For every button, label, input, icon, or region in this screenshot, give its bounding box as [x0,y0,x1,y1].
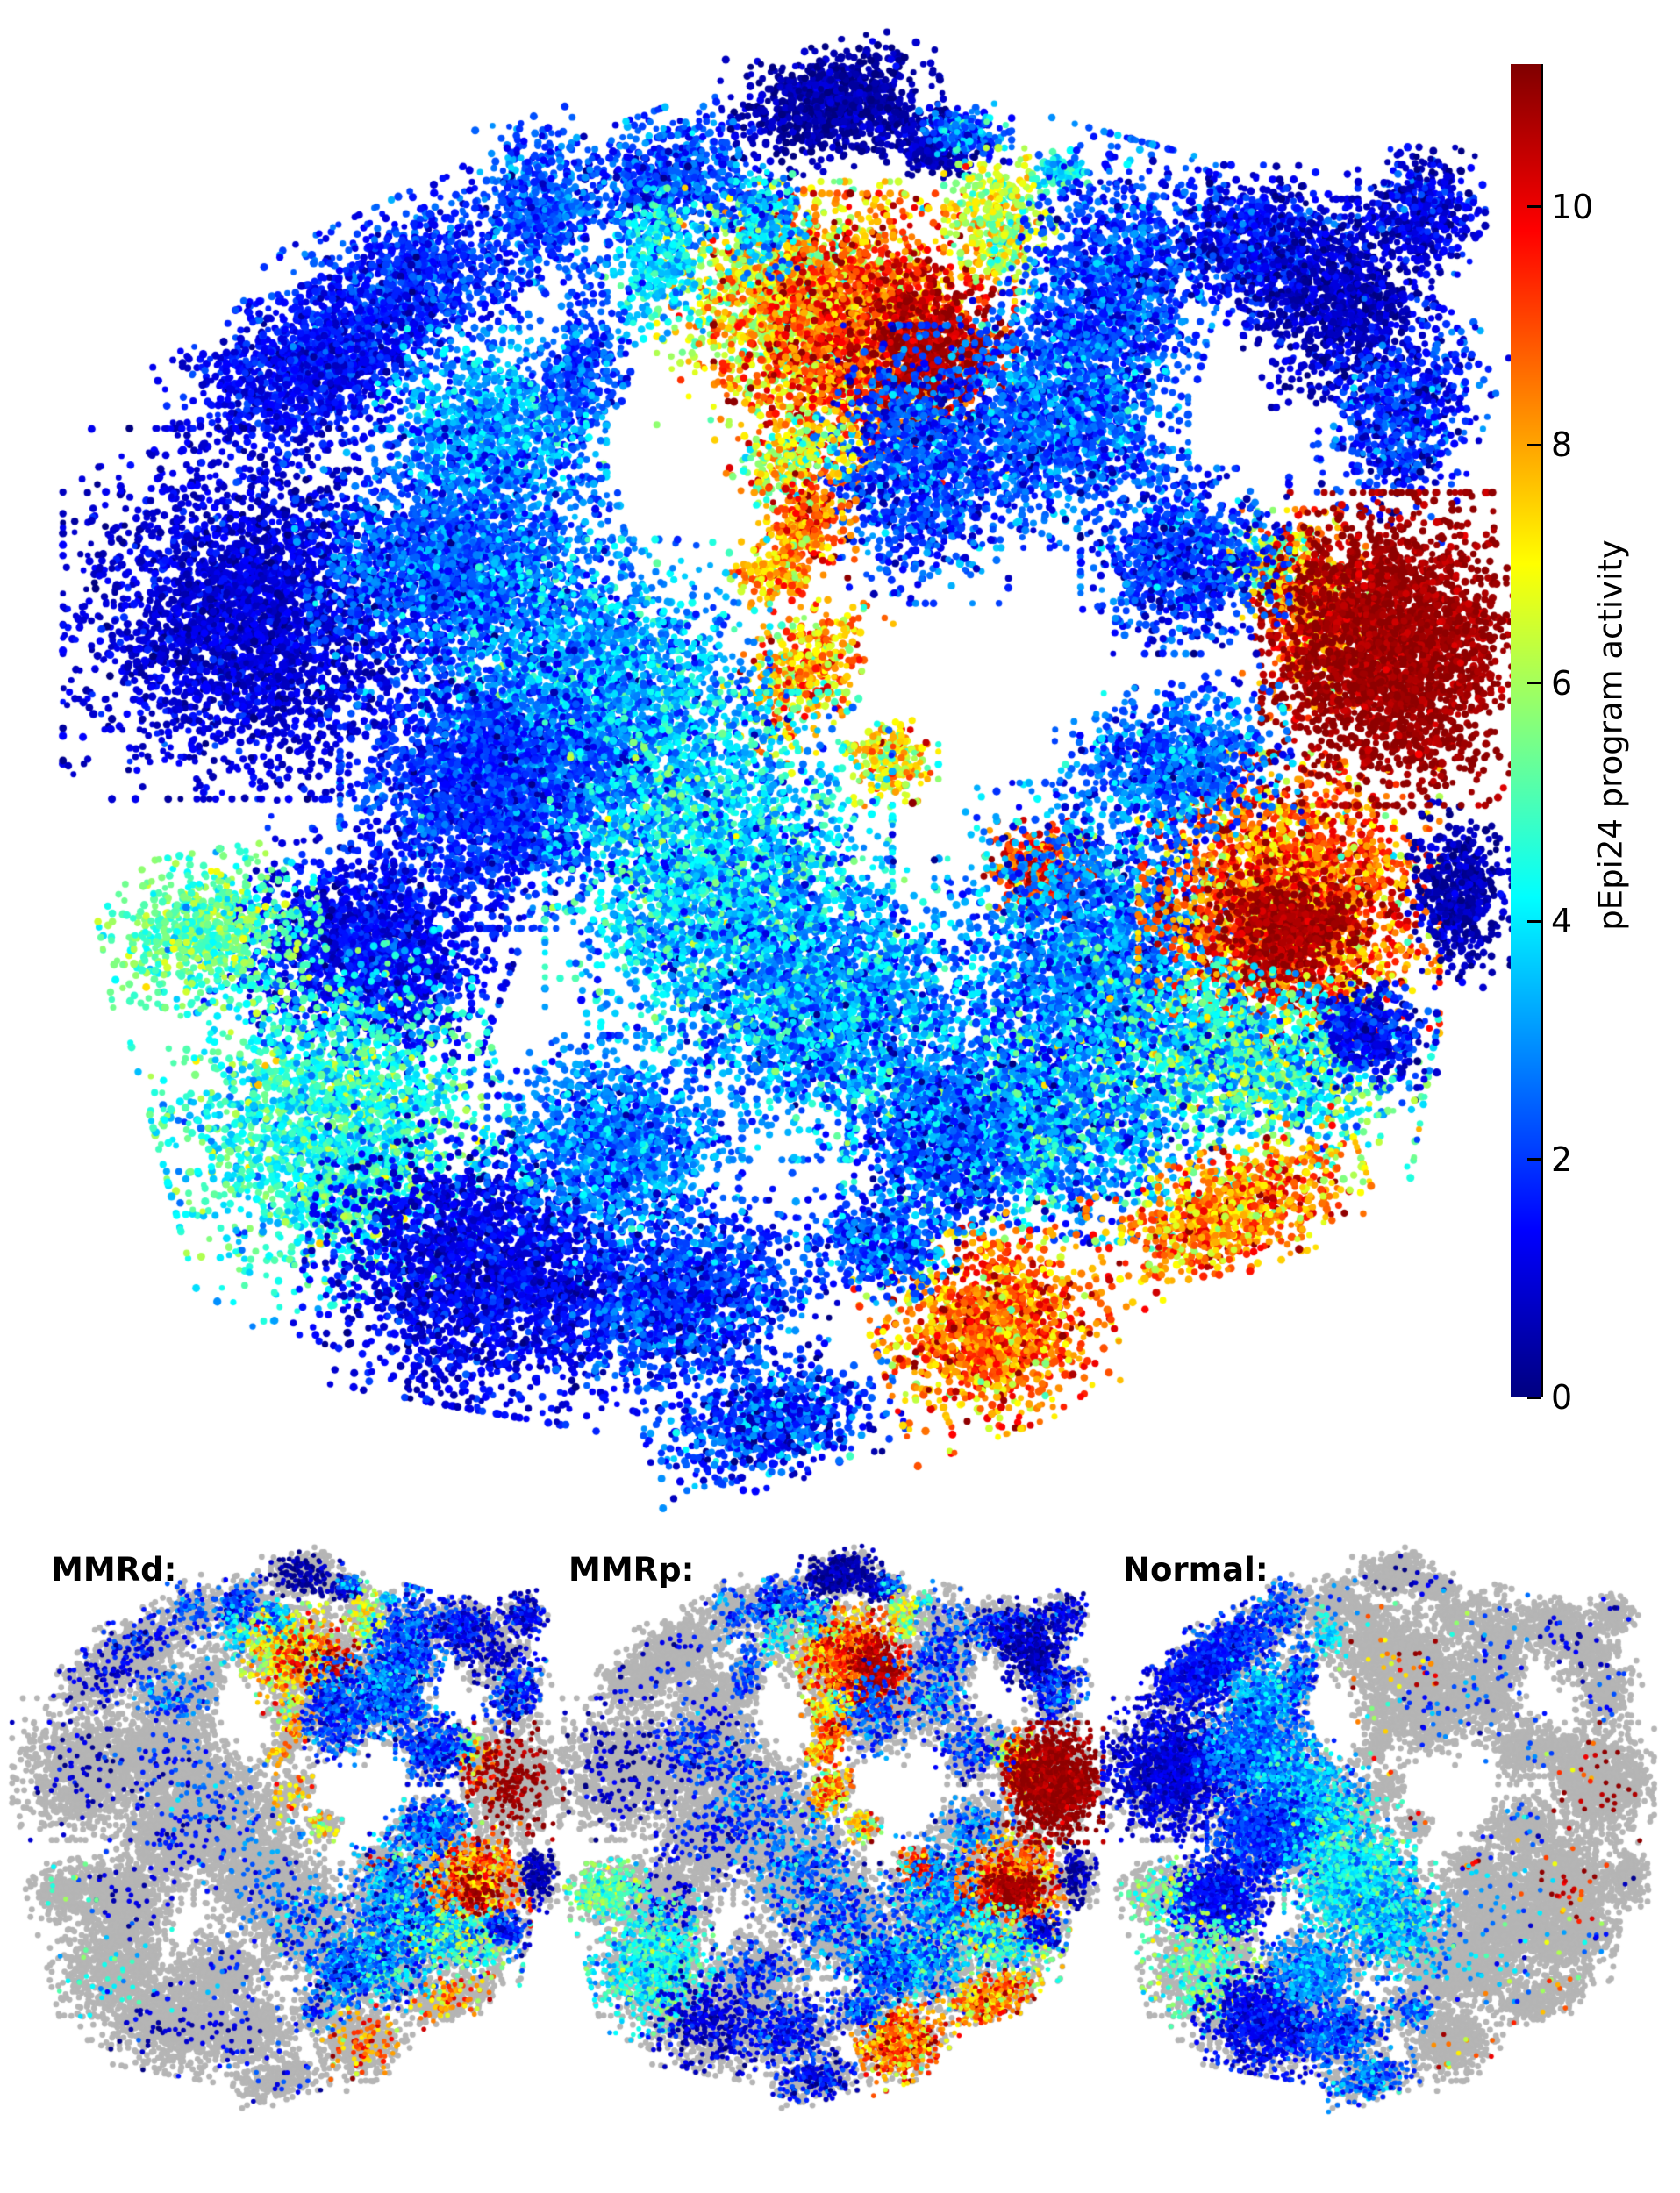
colorbar-tick-label: 8 [1551,425,1573,465]
panel-label-mmrd: MMRd: [51,1551,177,1589]
colorbar-tick-label: 0 [1551,1378,1573,1417]
panel-label-normal: Normal: [1123,1551,1269,1589]
colorbar-tick-mark [1527,682,1541,685]
colorbar: 0 2 4 6 8 10 [1511,64,1593,1414]
colorbar-axis-label: pEpi24 program activity [1591,539,1630,931]
colorbar-tick-mark [1527,1396,1541,1399]
colorbar-tick-label: 10 [1551,187,1594,226]
colorbar-tick-mark [1527,205,1541,209]
colorbar-tick-label: 4 [1551,902,1573,941]
colorbar-tick-label: 2 [1551,1139,1573,1179]
colorbar-gradient [1511,64,1541,1397]
colorbar-tick-mark [1527,919,1541,923]
colorbar-tick-mark [1527,443,1541,446]
colorbar-tick-mark [1527,1158,1541,1161]
panel-label-mmrp: MMRp: [568,1551,695,1589]
colorbar-tick-label: 6 [1551,663,1573,703]
